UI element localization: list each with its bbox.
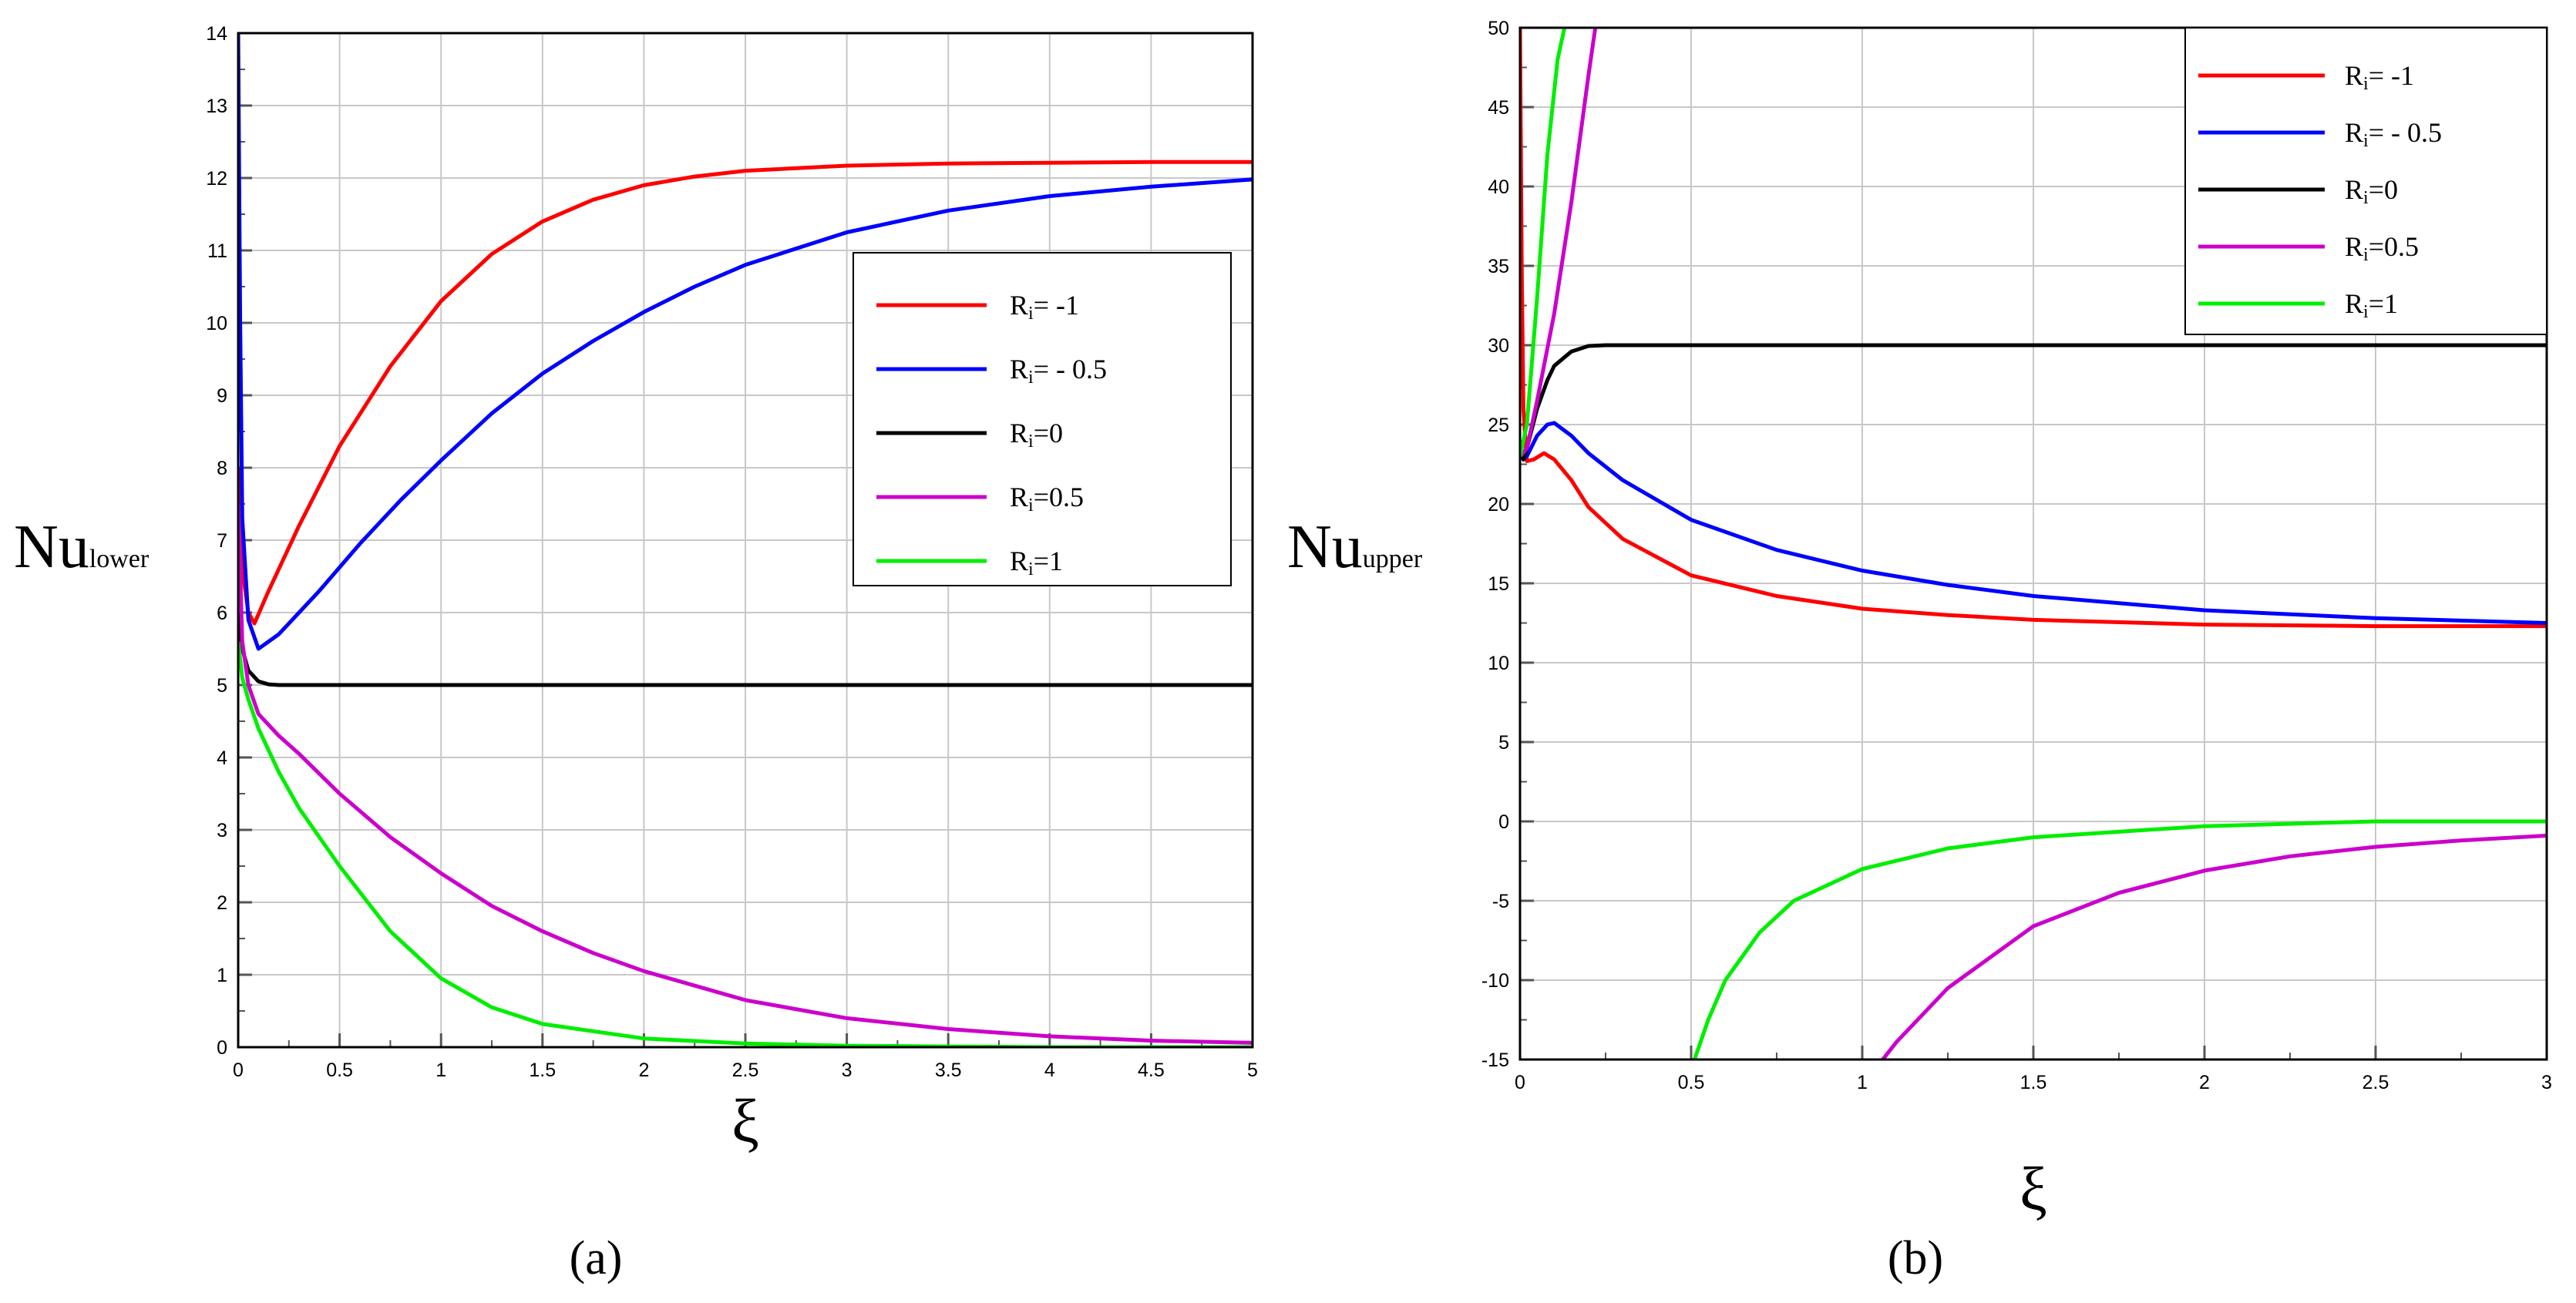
tick-labels-b: 0 0.5 1 1.5 2 2.5 3 -15 -10 -5 0 5 10 15 20 25 30 35 40 45 5… bbox=[1481, 18, 2552, 1093]
y-tick-label: 50 bbox=[1488, 18, 1509, 39]
x-tick-label: 2.5 bbox=[732, 1060, 759, 1081]
x-tick-label: 3 bbox=[842, 1060, 853, 1081]
tick-labels-a: 0 0.5 1 1.5 2 2.5 3 3.5 4 4.5 50123456789101112131… bbox=[206, 23, 1258, 1081]
y-tick-label: 6 bbox=[217, 603, 227, 624]
x-tick-label: 1 bbox=[435, 1060, 446, 1081]
series-line-b-1 bbox=[1520, 421, 2547, 625]
y-tick-label: 4 bbox=[217, 747, 227, 769]
series-group-a bbox=[238, 33, 1253, 1047]
y-tick-label: 3 bbox=[217, 820, 227, 841]
y-tick-label: 0 bbox=[1498, 811, 1509, 833]
x-tick-label: 1.5 bbox=[529, 1060, 556, 1081]
y-tick-label: 7 bbox=[217, 530, 227, 552]
y-axis-label-b-sub: upper bbox=[1363, 545, 1423, 573]
y-tick-label: 14 bbox=[206, 23, 227, 45]
x-tick-label: 0.5 bbox=[1678, 1072, 1705, 1093]
legend-label-b-1: Ri= - 0.5 bbox=[2345, 117, 2442, 151]
legend-label-a-0: Ri= -1 bbox=[1010, 290, 1079, 324]
chart-panel-b: 0 0.5 1 1.5 2 2.5 3 -15 -10 -5 0 5 10 15 20 25 30 35 40 45 5… bbox=[1287, 18, 2552, 1285]
legend-b: Ri= -1 Ri= - 0.5 Ri=0 Ri=0.5 Ri=1 bbox=[2184, 27, 2547, 335]
series-line-a-4 bbox=[238, 641, 1253, 1047]
y-tick-label: 35 bbox=[1488, 256, 1509, 277]
y-axis-label-a: Nulower bbox=[14, 513, 150, 581]
panel-label-a: (a) bbox=[570, 1232, 623, 1285]
x-tick-label: 4 bbox=[1044, 1060, 1055, 1081]
legend-label-a-3: Ri=0.5 bbox=[1010, 482, 1084, 515]
y-tick-label: 13 bbox=[206, 96, 227, 117]
y-tick-label: -10 bbox=[1481, 970, 1509, 992]
legend-label-b-0: Ri= -1 bbox=[2345, 60, 2414, 94]
y-tick-label: 20 bbox=[1488, 494, 1509, 515]
x-tick-label: 2 bbox=[638, 1060, 649, 1081]
y-axis-label-a-main: Nu bbox=[14, 513, 89, 581]
y-tick-label: 30 bbox=[1488, 335, 1509, 357]
series-line-a-1 bbox=[238, 33, 1253, 651]
x-tick-label: 3 bbox=[2541, 1072, 2552, 1093]
x-tick-label: 0 bbox=[233, 1060, 244, 1081]
legend-label-a-4: Ri=1 bbox=[1010, 546, 1063, 579]
x-tick-label: 0 bbox=[1515, 1072, 1525, 1093]
plot-frame-a bbox=[237, 32, 1254, 1049]
x-tick-label: 1.5 bbox=[2020, 1072, 2047, 1093]
series-line-a-0 bbox=[238, 160, 1253, 626]
x-tick-label: 2.5 bbox=[2362, 1072, 2389, 1093]
y-axis-label-b-main: Nu bbox=[1287, 513, 1363, 581]
y-tick-label: -5 bbox=[1492, 891, 1509, 912]
y-tick-label: -15 bbox=[1481, 1049, 1509, 1071]
y-tick-label: 12 bbox=[206, 168, 227, 190]
legend-box-a bbox=[853, 252, 1232, 586]
series-group-b bbox=[1520, 28, 2547, 1060]
series-line-a-3 bbox=[238, 503, 1253, 1045]
y-tick-label: 2 bbox=[217, 892, 227, 914]
legend-box-b bbox=[2184, 27, 2547, 335]
y-tick-label: 5 bbox=[1498, 732, 1509, 754]
chart-panel-a: 0 0.5 1 1.5 2 2.5 3 3.5 4 4.5 50123456789101112131… bbox=[14, 23, 1258, 1285]
x-tick-label: 1 bbox=[1857, 1072, 1868, 1093]
x-tick-label: 3.5 bbox=[935, 1060, 962, 1081]
y-tick-label: 10 bbox=[206, 313, 227, 334]
y-tick-label: 5 bbox=[217, 675, 227, 697]
y-tick-label: 11 bbox=[207, 240, 227, 262]
y-tick-label: 10 bbox=[1488, 653, 1509, 674]
y-tick-label: 8 bbox=[217, 458, 227, 479]
series-line-b-4 bbox=[1520, 28, 2547, 1060]
y-tick-label: 0 bbox=[217, 1037, 227, 1059]
y-axis-label-a-sub: lower bbox=[89, 545, 150, 573]
x-tick-label: 5 bbox=[1247, 1060, 1258, 1081]
x-tick-label: 2 bbox=[2199, 1072, 2210, 1093]
y-tick-label: 45 bbox=[1488, 97, 1509, 119]
x-tick-label: 4.5 bbox=[1138, 1060, 1165, 1081]
y-tick-label: 40 bbox=[1488, 176, 1509, 198]
series-line-a-2 bbox=[238, 612, 1253, 687]
y-tick-label: 1 bbox=[217, 965, 227, 986]
y-tick-label: 25 bbox=[1488, 415, 1509, 436]
y-tick-label: 15 bbox=[1488, 573, 1509, 595]
panel-label-b: (b) bbox=[1888, 1232, 1943, 1285]
x-axis-label-a: ξ bbox=[731, 1088, 759, 1156]
x-axis-label-b: ξ bbox=[2019, 1156, 2047, 1224]
y-axis-label-b: Nuupper bbox=[1287, 513, 1423, 581]
x-tick-label: 0.5 bbox=[326, 1060, 353, 1081]
legend-label-b-3: Ri=0.5 bbox=[2345, 231, 2419, 265]
plot-frame-b bbox=[1518, 26, 2548, 1061]
legend-label-b-4: Ri=1 bbox=[2345, 288, 2398, 322]
series-line-b-3 bbox=[1520, 28, 2547, 1060]
y-tick-label: 9 bbox=[217, 385, 227, 407]
legend-label-a-1: Ri= - 0.5 bbox=[1010, 354, 1107, 388]
legend-a: Ri= -1 Ri= - 0.5 Ri=0 Ri=0.5 Ri=1 bbox=[853, 252, 1232, 586]
legend-label-a-2: Ri=0 bbox=[1010, 418, 1063, 452]
legend-label-b-2: Ri=0 bbox=[2345, 174, 2398, 208]
